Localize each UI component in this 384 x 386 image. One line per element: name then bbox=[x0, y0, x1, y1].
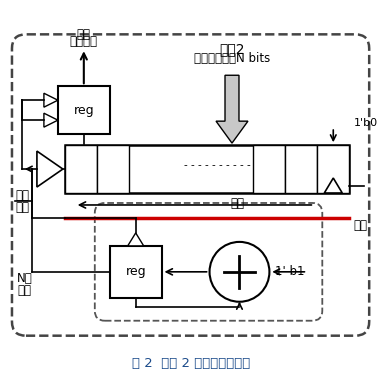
Text: 1'b0: 1'b0 bbox=[354, 118, 378, 128]
Bar bbox=[65, 145, 97, 193]
Polygon shape bbox=[324, 178, 342, 193]
Text: 累加: 累加 bbox=[17, 284, 31, 297]
Text: 左移: 左移 bbox=[230, 198, 244, 210]
Circle shape bbox=[210, 242, 270, 302]
Bar bbox=[97, 145, 129, 193]
Bar bbox=[285, 145, 317, 193]
Bar bbox=[253, 145, 285, 193]
Polygon shape bbox=[128, 233, 144, 246]
Text: 图 2  方法 2 的硬件实现结构: 图 2 方法 2 的硬件实现结构 bbox=[132, 357, 251, 370]
Text: N次: N次 bbox=[17, 272, 33, 285]
Text: reg: reg bbox=[73, 104, 94, 117]
Text: 1' b1: 1' b1 bbox=[275, 265, 305, 278]
FancyArrow shape bbox=[216, 75, 248, 143]
Text: 时钟: 时钟 bbox=[353, 219, 367, 232]
Bar bbox=[65, 145, 349, 193]
Text: reg: reg bbox=[126, 265, 146, 278]
Polygon shape bbox=[44, 113, 58, 127]
Text: 控制: 控制 bbox=[15, 190, 29, 203]
Text: 方法2: 方法2 bbox=[220, 42, 245, 56]
Bar bbox=[58, 86, 110, 134]
Text: 数据输出: 数据输出 bbox=[70, 35, 98, 48]
Text: - - - - - - - - - -: - - - - - - - - - - bbox=[184, 160, 250, 170]
Text: 信号: 信号 bbox=[15, 201, 29, 215]
Text: 并行数据输入N bits: 并行数据输入N bits bbox=[194, 52, 270, 65]
Polygon shape bbox=[37, 151, 63, 187]
Text: 串行: 串行 bbox=[77, 28, 91, 41]
Polygon shape bbox=[44, 93, 58, 107]
Bar bbox=[317, 145, 349, 193]
Bar bbox=[110, 246, 162, 298]
